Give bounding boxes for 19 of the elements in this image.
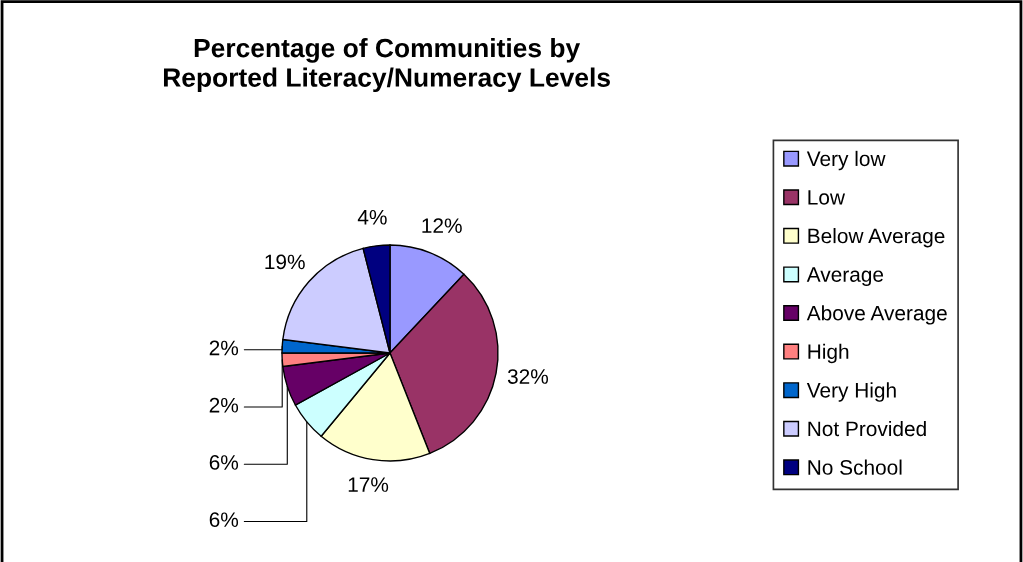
legend-label: Above Average [806, 305, 947, 325]
legend-label: Not Provided [808, 420, 926, 437]
legend-label: Average [806, 267, 884, 287]
legend-label: Low [808, 190, 846, 205]
legend-label: Very low [806, 150, 886, 171]
chart-title: Percentage of Communities by Reported Literacy/Numeracy Levels [163, 38, 610, 93]
data-label: 32% [507, 369, 549, 384]
data-label: 4% [357, 210, 387, 225]
data-label: 17% [348, 477, 389, 492]
data-label: 6% [209, 512, 239, 528]
data-label: 2% [209, 340, 239, 356]
legend-label: High [808, 343, 849, 364]
legend-label: Below Average [808, 228, 945, 248]
legend-label: Very High [806, 382, 896, 402]
data-label: 2% [209, 397, 239, 413]
legend-label: No School [808, 459, 902, 475]
data-label: 12% [422, 218, 462, 233]
data-label: 19% [265, 254, 305, 270]
data-label: 6% [209, 455, 239, 470]
